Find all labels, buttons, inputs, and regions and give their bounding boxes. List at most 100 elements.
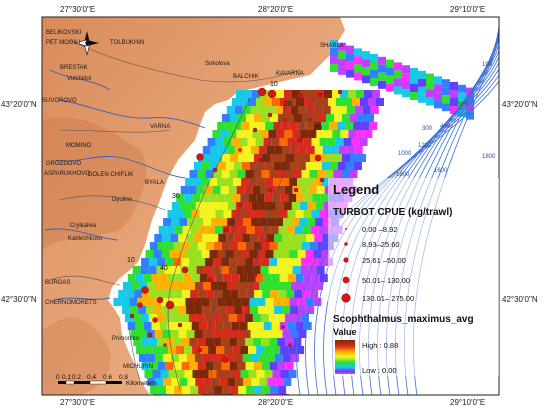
raster-cell bbox=[213, 242, 222, 250]
raster-cell bbox=[259, 282, 267, 290]
raster-cell bbox=[230, 226, 239, 234]
raster-cell bbox=[290, 234, 299, 242]
raster-cell bbox=[315, 282, 323, 290]
raster-cell bbox=[206, 386, 215, 394]
raster-cell bbox=[369, 122, 378, 130]
raster-cell bbox=[214, 226, 223, 234]
raster-cell bbox=[378, 56, 386, 65]
raster-cell bbox=[136, 346, 145, 354]
legend-high-label: High : 0.88 bbox=[362, 341, 398, 350]
raster-cell bbox=[237, 362, 246, 370]
raster-cell bbox=[219, 282, 227, 290]
raster-cell bbox=[300, 186, 309, 194]
raster-cell bbox=[180, 186, 189, 194]
raster-cell bbox=[410, 92, 418, 100]
raster-cell bbox=[410, 68, 418, 76]
raster-cell bbox=[370, 78, 378, 86]
raster-cell bbox=[205, 242, 214, 250]
raster-cell bbox=[150, 290, 159, 298]
raster-cell bbox=[197, 170, 206, 178]
raster-cell bbox=[173, 362, 182, 370]
legend-symbol-class-5 bbox=[341, 293, 351, 303]
raster-cell bbox=[277, 170, 286, 178]
legend-raster-title: Scophthalmus_maximus_avg bbox=[333, 314, 474, 325]
raster-cell bbox=[226, 354, 235, 362]
raster-cell bbox=[450, 82, 458, 90]
raster-cell bbox=[252, 90, 260, 98]
raster-cell bbox=[313, 162, 322, 170]
raster-cell bbox=[255, 138, 264, 146]
raster-cell bbox=[341, 170, 350, 178]
raster-cell bbox=[157, 362, 166, 370]
depth-label: 1800 bbox=[396, 172, 410, 178]
raster-cell bbox=[232, 346, 241, 354]
raster-cell bbox=[187, 282, 195, 290]
place-label: KAVARNA bbox=[276, 71, 304, 77]
raster-cell bbox=[182, 226, 191, 234]
raster-cell bbox=[249, 178, 258, 186]
raster-cell bbox=[204, 186, 213, 194]
raster-cell bbox=[266, 146, 275, 154]
raster-cell bbox=[218, 146, 227, 154]
raster-cell bbox=[219, 378, 228, 386]
raster-cell bbox=[183, 210, 192, 218]
raster-cell bbox=[152, 370, 161, 378]
raster-cell bbox=[270, 154, 278, 162]
raster-cell bbox=[330, 64, 338, 72]
raster-cell bbox=[434, 76, 442, 85]
raster-cell bbox=[165, 362, 174, 370]
raster-cell bbox=[272, 98, 280, 106]
raster-cell bbox=[133, 338, 142, 346]
raster-cell bbox=[265, 122, 274, 130]
raster-cell bbox=[274, 354, 283, 362]
raster-cell bbox=[240, 370, 249, 378]
raster-cell bbox=[282, 354, 291, 362]
raster-cell bbox=[302, 226, 311, 234]
scale-bar-seg bbox=[89, 380, 107, 385]
raster-cell bbox=[301, 170, 310, 178]
raster-cell bbox=[152, 346, 161, 354]
raster-cell bbox=[221, 170, 230, 178]
raster-cell bbox=[346, 146, 355, 154]
raster-cell bbox=[302, 154, 310, 162]
raster-cell bbox=[266, 306, 275, 314]
raster-cell bbox=[289, 298, 298, 306]
raster-cell bbox=[179, 202, 188, 210]
raster-cell bbox=[206, 154, 214, 162]
raster-cell bbox=[319, 274, 328, 282]
raster-cell bbox=[247, 322, 256, 330]
raster-cell bbox=[142, 290, 151, 298]
raster-cell bbox=[204, 266, 213, 274]
raster-cell bbox=[319, 138, 328, 146]
raster-cell bbox=[167, 322, 176, 330]
cpue-point bbox=[337, 89, 343, 95]
raster-cell bbox=[266, 106, 275, 114]
raster-cell bbox=[315, 202, 324, 210]
raster-cell bbox=[236, 186, 245, 194]
raster-cell bbox=[214, 386, 223, 394]
place-label: SHABLA bbox=[320, 43, 344, 49]
raster-cell bbox=[224, 194, 233, 202]
raster-cell bbox=[185, 298, 194, 306]
depth-labels: 100 300 400 500 1000 1200 1600 1800 1800 bbox=[396, 62, 496, 178]
raster-cell bbox=[175, 210, 184, 218]
raster-cell bbox=[203, 282, 211, 290]
raster-cell bbox=[173, 338, 182, 346]
raster-cell bbox=[170, 234, 179, 242]
raster-cell bbox=[242, 106, 251, 114]
raster-cell bbox=[246, 386, 255, 394]
raster-cell bbox=[466, 95, 474, 104]
raster-cell bbox=[256, 194, 265, 202]
contour-label: 20 bbox=[284, 101, 292, 108]
raster-cell bbox=[171, 202, 180, 210]
raster-cell bbox=[188, 314, 197, 322]
raster-cell bbox=[362, 75, 370, 84]
raster-cell bbox=[203, 202, 212, 210]
raster-cell bbox=[309, 170, 318, 178]
raster-cell bbox=[274, 234, 283, 242]
raster-cell bbox=[262, 154, 270, 162]
raster-cell bbox=[195, 378, 204, 386]
raster-cell bbox=[285, 362, 294, 370]
raster-cell bbox=[186, 234, 195, 242]
raster-cell bbox=[284, 130, 293, 138]
